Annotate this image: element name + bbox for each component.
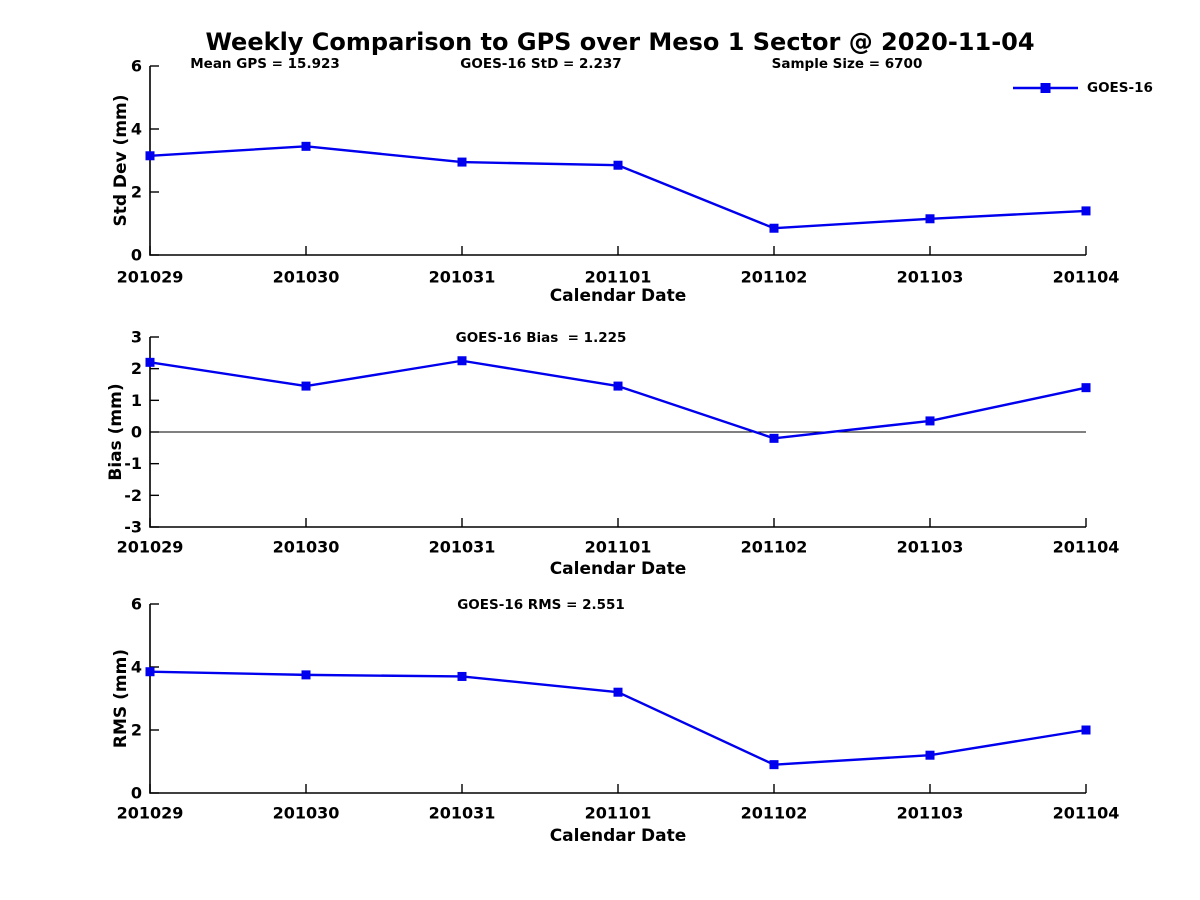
x-tick-label: 201104 (1053, 268, 1120, 287)
stat-annotation: Mean GPS = 15.923 (190, 56, 340, 72)
x-tick-label: 201029 (117, 538, 184, 557)
x-tick-label: 201101 (585, 538, 652, 557)
data-point-marker (613, 381, 623, 391)
y-axis-title: Bias (mm) (106, 383, 126, 480)
y-tick-label: -2 (124, 486, 142, 505)
data-point-marker (769, 760, 779, 770)
y-tick-label: 2 (131, 183, 142, 202)
x-tick-label: 201103 (897, 268, 964, 287)
data-point-marker (613, 160, 623, 170)
data-point-marker (457, 356, 467, 366)
x-tick-label: 201101 (585, 268, 652, 287)
series-line (149, 670, 1087, 766)
y-tick-label: 0 (131, 784, 142, 803)
y-tick-label: 2 (131, 721, 142, 740)
x-axis-title: Calendar Date (550, 286, 687, 306)
data-point-marker (457, 671, 467, 681)
y-tick-label: 6 (131, 595, 142, 614)
data-point-marker (301, 381, 311, 391)
x-tick-label: 201031 (429, 538, 496, 557)
data-point-marker (301, 670, 311, 680)
data-point-marker (769, 223, 779, 233)
y-axis-title: RMS (mm) (111, 649, 131, 748)
x-tick-label: 201029 (117, 268, 184, 287)
x-tick-label: 201031 (429, 804, 496, 823)
y-tick-label: 4 (131, 120, 142, 139)
data-point-marker (145, 667, 155, 677)
data-point-marker (769, 433, 779, 443)
stat-annotation: GOES-16 Bias = 1.225 (456, 330, 627, 346)
data-point-marker (925, 416, 935, 426)
x-tick-label: 201030 (273, 538, 340, 557)
x-tick-label: 201104 (1053, 538, 1120, 557)
series-line (149, 359, 1087, 440)
data-point-marker (145, 151, 155, 161)
x-tick-label: 201103 (897, 804, 964, 823)
data-point-marker (457, 157, 467, 167)
x-tick-label: 201102 (741, 804, 808, 823)
y-tick-label: 0 (131, 246, 142, 265)
data-point-marker (1081, 383, 1091, 393)
legend-marker (1040, 83, 1051, 93)
data-point-marker (301, 141, 311, 151)
x-axis-title: Calendar Date (550, 559, 687, 579)
data-point-marker (925, 214, 935, 224)
y-axis-title: Std Dev (mm) (111, 94, 131, 226)
y-tick-label: -3 (124, 518, 142, 537)
data-point-marker (1081, 206, 1091, 216)
data-point-marker (145, 357, 155, 367)
x-tick-label: 201031 (429, 268, 496, 287)
y-tick-label: 3 (131, 328, 142, 347)
y-tick-label: 6 (131, 57, 142, 76)
x-tick-label: 201103 (897, 538, 964, 557)
y-tick-label: 1 (131, 391, 142, 410)
stat-annotation: Sample Size = 6700 (772, 56, 923, 72)
x-axis-title: Calendar Date (550, 826, 687, 846)
figure-title: Weekly Comparison to GPS over Meso 1 Sec… (205, 28, 1034, 56)
x-tick-label: 201030 (273, 268, 340, 287)
x-tick-label: 201104 (1053, 804, 1120, 823)
data-point-marker (613, 687, 623, 697)
y-tick-label: 4 (131, 658, 142, 677)
y-tick-label: 0 (131, 423, 142, 442)
axis-spines (149, 66, 1086, 256)
data-point-marker (925, 750, 935, 760)
legend-label: GOES-16 (1087, 80, 1153, 96)
x-tick-label: 201102 (741, 268, 808, 287)
y-tick-label: 2 (131, 359, 142, 378)
stat-annotation: GOES-16 RMS = 2.551 (457, 597, 625, 613)
x-tick-label: 201101 (585, 804, 652, 823)
data-point-marker (1081, 725, 1091, 735)
x-tick-label: 201030 (273, 804, 340, 823)
x-tick-label: 201029 (117, 804, 184, 823)
axis-spines (149, 604, 1086, 794)
x-tick-label: 201102 (741, 538, 808, 557)
y-tick-label: -1 (124, 454, 142, 473)
stat-annotation: GOES-16 StD = 2.237 (460, 56, 621, 72)
series-line (149, 145, 1087, 230)
